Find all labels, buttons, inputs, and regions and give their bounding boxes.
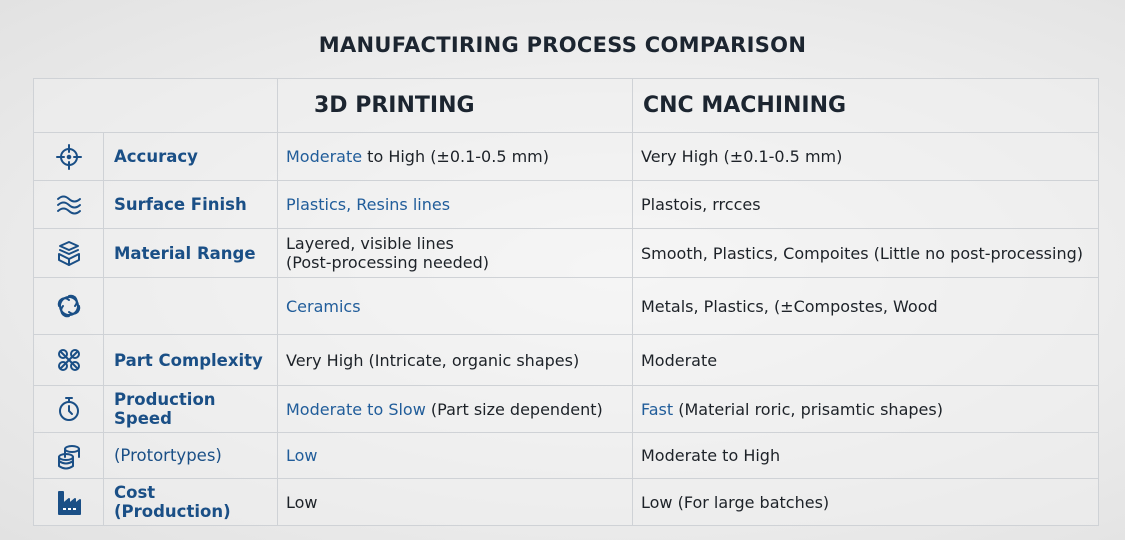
printing-cell: Low: [277, 478, 633, 526]
cnc-cell: Smooth, Plastics, Compoites (Little no p…: [632, 228, 1099, 278]
cnc-cell: Moderate: [632, 334, 1099, 386]
icon-cell: [33, 334, 104, 386]
row-label: Part Complexity: [103, 334, 278, 386]
cnc-cell: Fast (Material roric, prisamtic shapes): [632, 385, 1099, 433]
header-row: 3D PRINTING CNC MACHINING: [33, 78, 1099, 133]
printing-highlight: Ceramics: [286, 296, 361, 316]
table-row: Ceramics Metals, Plastics, (±Compostes, W…: [33, 277, 1099, 335]
printing-text: Low: [286, 492, 318, 512]
cnc-text: Plastois, rrcces: [641, 195, 761, 214]
row-label: [103, 277, 278, 335]
page-title: MANUFACTIRING PROCESS COMPARISON: [318, 33, 807, 57]
row-label: Production Speed: [103, 385, 278, 433]
icon-cell: [33, 228, 104, 278]
cnc-text: Low (For large batches): [641, 492, 830, 512]
row-label: Material Range: [103, 228, 278, 278]
cnc-text: Very High (±0.1-0.5 mm): [641, 147, 843, 166]
comparison-table: 3D PRINTING CNC MACHINING Accuracy Modera…: [33, 78, 1099, 526]
printing-highlight: Moderate to Slow: [286, 399, 426, 419]
cnc-text: (Material roric, prisamtic shapes): [673, 399, 943, 419]
row-label: Surface Finish: [103, 180, 278, 229]
cnc-cell: Metals, Plastics, (±Compostes, Wood: [632, 277, 1099, 335]
cnc-text: Moderate to High: [641, 446, 781, 465]
cnc-highlight: Fast: [641, 399, 674, 419]
cnc-cell: Very High (±0.1-0.5 mm): [632, 132, 1099, 181]
printing-text: to High (±0.1-0.5 mm): [362, 147, 549, 166]
printing-text-line2: (Post-processing needed): [286, 253, 490, 272]
row-label: (Protortypes): [103, 432, 278, 479]
stopwatch-icon: [58, 397, 79, 421]
printing-text: Layered, visible lines: [286, 234, 454, 253]
printing-text: (Part size dependent): [425, 399, 603, 419]
printing-highlight: Low: [286, 446, 318, 465]
printing-cell: Layered, visible lines (Post-processing n…: [277, 228, 633, 278]
header-blank: [33, 78, 278, 133]
printing-cell: Low: [277, 432, 633, 479]
icon-cell: [33, 277, 104, 335]
crosshair-icon: [55, 143, 82, 170]
printing-highlight: Plastics, Resins lines: [286, 195, 451, 214]
table-row: Surface Finish Plastics, Resins lines Plas…: [33, 180, 1099, 229]
cnc-text: Metals, Plastics, (±Compostes, Wood: [641, 296, 938, 316]
cnc-cell: Plastois, rrcces: [632, 180, 1099, 229]
table-row: Part Complexity Very High (Intricate, org…: [33, 334, 1099, 386]
swirl-icon: [57, 294, 80, 318]
waves-icon: [56, 195, 81, 214]
printing-cell: Very High (Intricate, organic shapes): [277, 334, 633, 386]
printing-cell: Plastics, Resins lines: [277, 180, 633, 229]
printing-cell: Ceramics: [277, 277, 633, 335]
layers-box-icon: [57, 241, 80, 266]
cnc-cell: Moderate to High: [632, 432, 1099, 479]
table-row: Cost (Production) Low Low (For large batch…: [33, 478, 1099, 526]
header-3d-printing: 3D PRINTING: [277, 78, 633, 133]
printing-highlight: Moderate: [286, 147, 363, 166]
cnc-text: Smooth, Plastics, Compoites (Little no p…: [641, 243, 1083, 263]
printing-cell: Moderate to High (±0.1-0.5 mm): [277, 132, 633, 181]
header-cnc-machining: CNC MACHINING: [632, 78, 1099, 133]
icon-cell: [33, 180, 104, 229]
printing-text: Very High (Intricate, organic shapes): [286, 350, 580, 370]
table-row: (Protortypes) Low Moderate to High: [33, 432, 1099, 479]
cnc-cell: Low (For large batches): [632, 478, 1099, 526]
printing-cell: Moderate to Slow (Part size dependent): [277, 385, 633, 433]
row-label: Accuracy: [103, 132, 278, 181]
coins-icon: [57, 444, 80, 469]
table-row: Material Range Layered, visible lines (Pos…: [33, 228, 1099, 278]
icon-cell: [33, 132, 104, 181]
icon-cell: [33, 385, 104, 433]
table-row: Production Speed Moderate to Slow (Part s…: [33, 385, 1099, 433]
knot-icon: [57, 349, 80, 371]
icon-cell: [33, 432, 104, 479]
icon-cell: [33, 478, 104, 526]
table-row: Accuracy Moderate to High (±0.1-0.5 mm) Ve…: [33, 132, 1099, 181]
factory-icon: [57, 491, 81, 515]
cnc-text: Moderate: [641, 350, 718, 370]
row-label: Cost (Production): [103, 478, 278, 526]
